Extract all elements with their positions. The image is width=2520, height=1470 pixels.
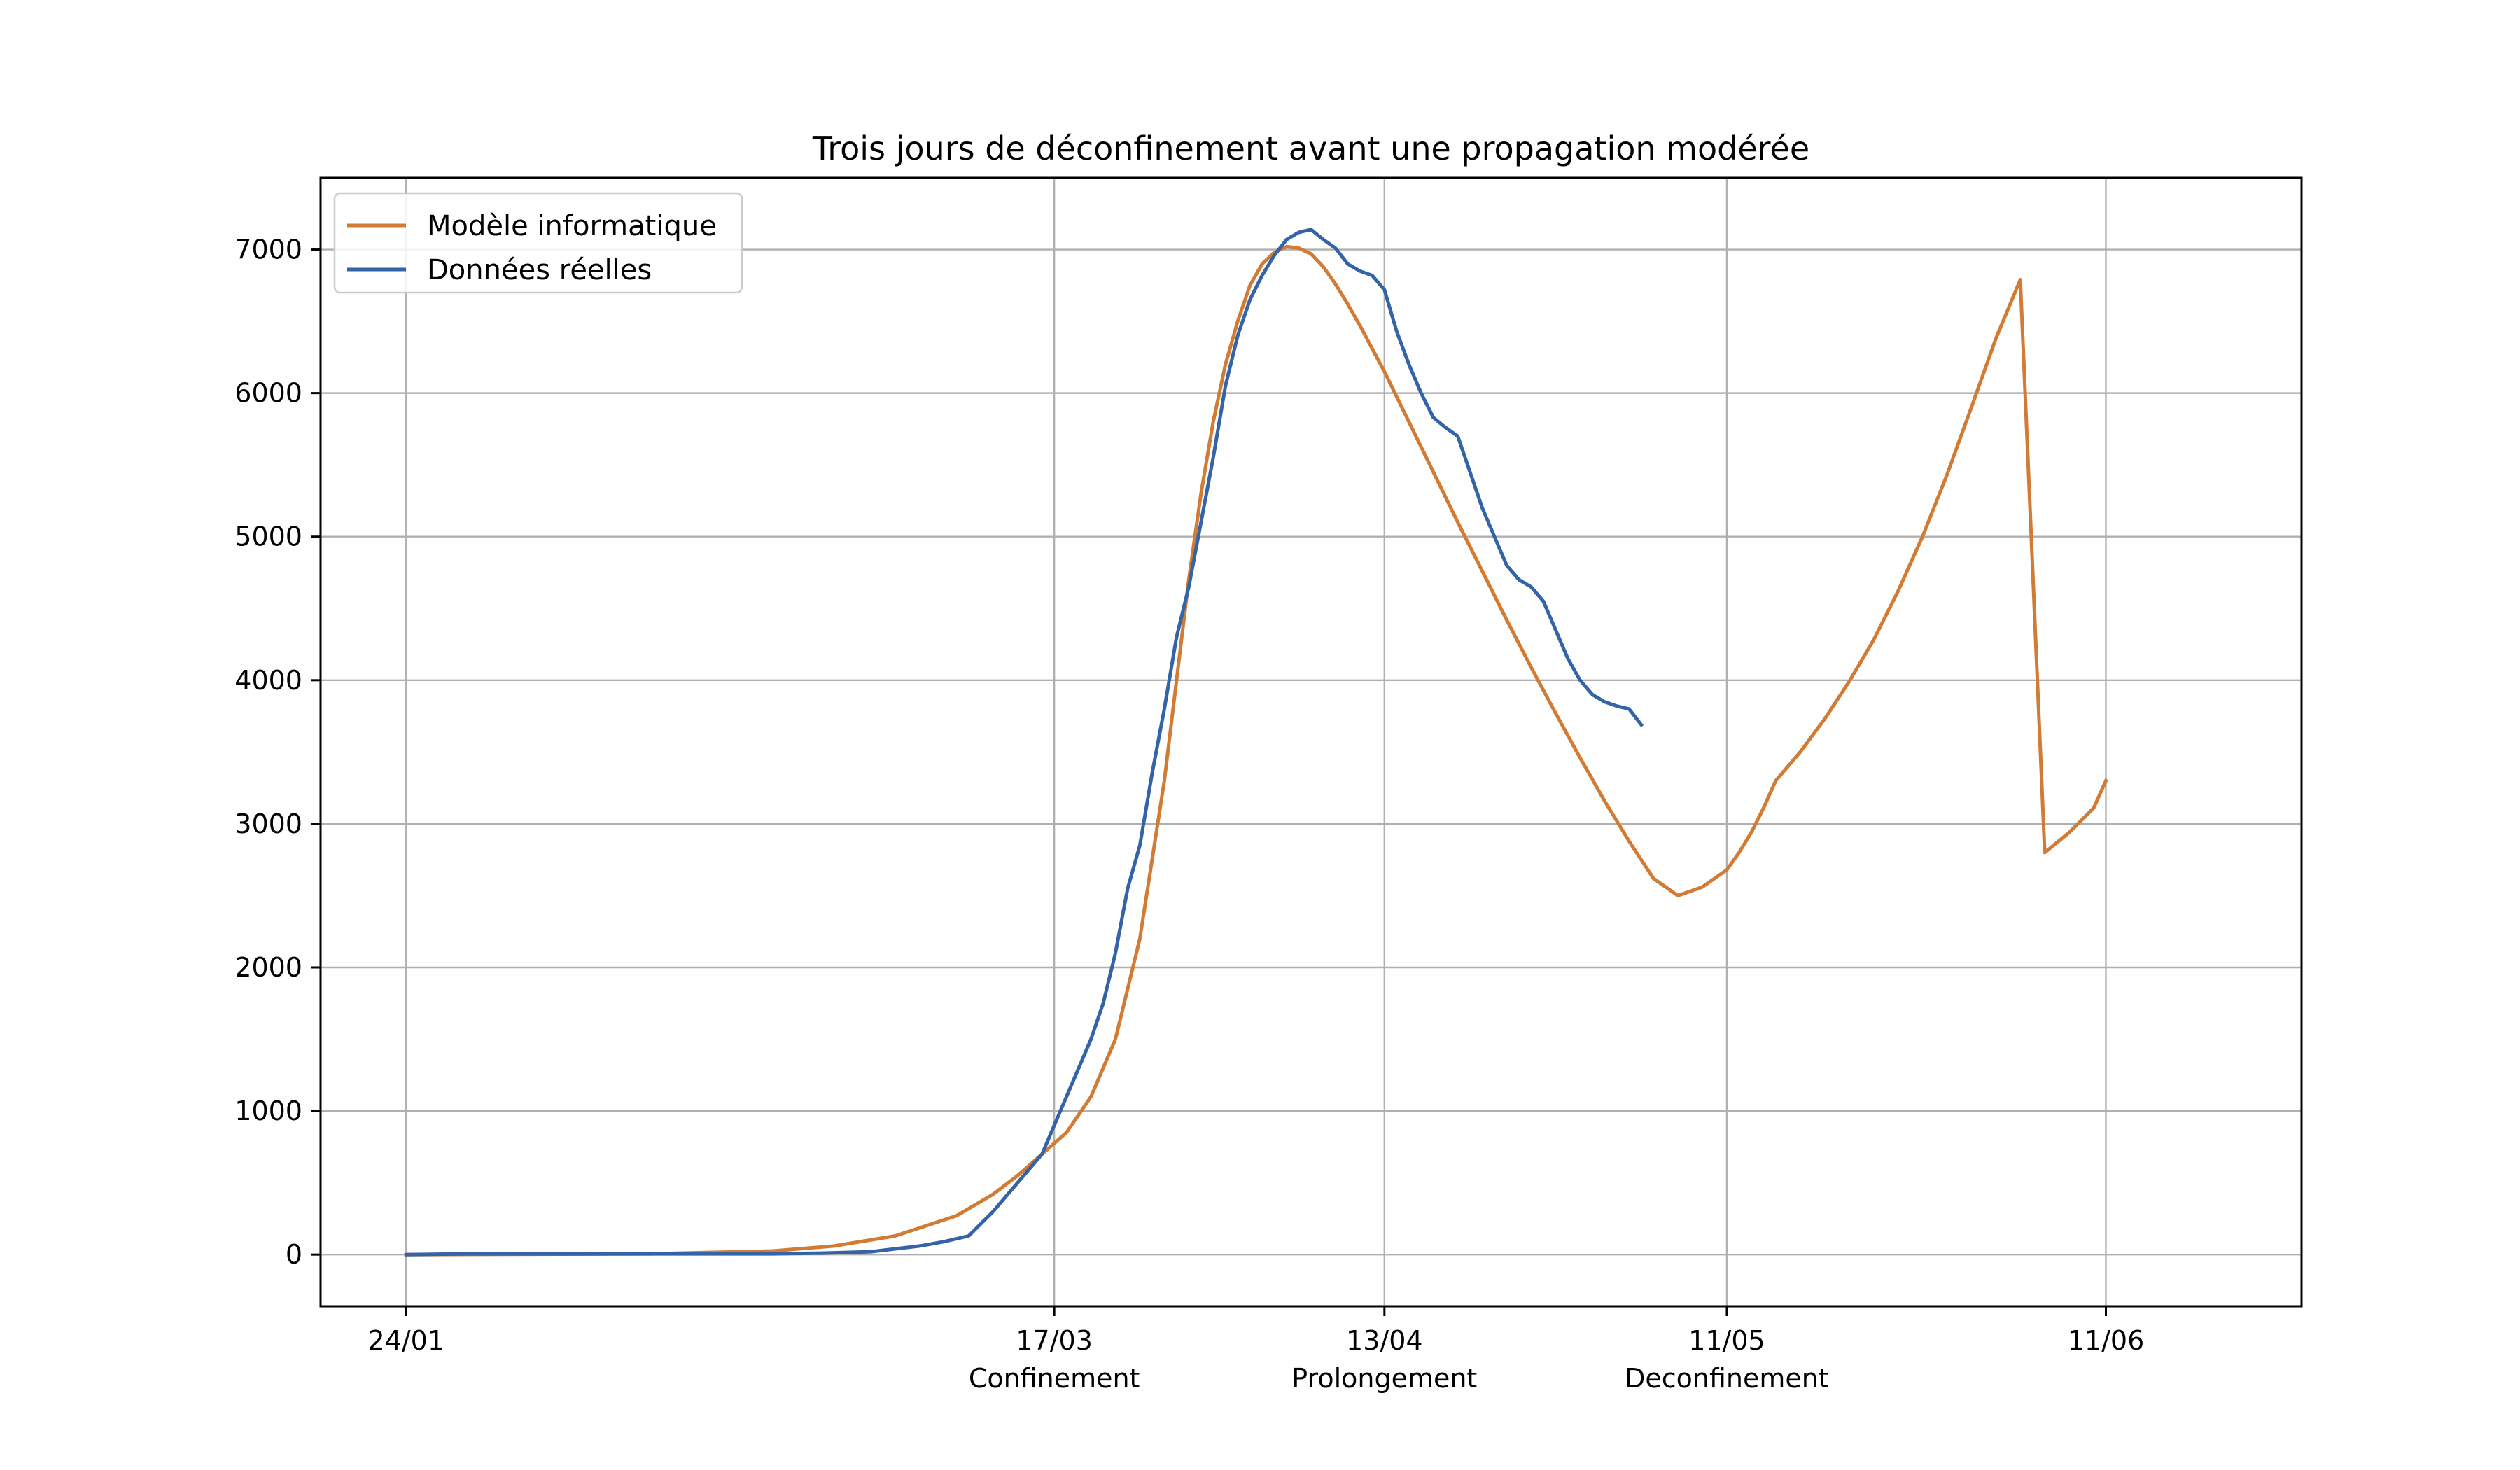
x-tick-label: 13/04: [1346, 1325, 1423, 1356]
series-layer: [404, 227, 2108, 1256]
x-tick-label: 11/06: [2068, 1325, 2145, 1356]
plot-frame: [319, 176, 2303, 1308]
x-tick-label: 24/01: [368, 1325, 445, 1356]
x-tick-sublabel: Deconfinement: [1625, 1363, 1829, 1394]
x-tick-sublabel: Confinement: [969, 1363, 1140, 1394]
y-tick-label: 2000: [234, 952, 302, 983]
y-tick-label: 5000: [234, 522, 302, 552]
x-tick-label: 11/05: [1688, 1325, 1765, 1356]
y-tick-label: 0: [286, 1239, 302, 1270]
y-tick-label: 3000: [234, 808, 302, 839]
y-tick-label: 7000: [234, 234, 302, 265]
series-line-real-data: [404, 227, 1644, 1256]
series-line-model: [404, 244, 2108, 1256]
x-tick-label: 17/03: [1016, 1325, 1093, 1356]
legend: Modèle informatique Données réelles: [333, 192, 743, 294]
axes: 0 1000 2000 3000 4000 5000 6000 7000 24/01 17/03 C…: [234, 234, 2144, 1394]
legend-label: Données réelles: [427, 254, 652, 286]
y-tick-label: 1000: [234, 1096, 302, 1126]
y-tick-label: 4000: [234, 665, 302, 696]
legend-box: [333, 192, 743, 294]
chart-title: Trois jours de déconfinement avant une p…: [812, 130, 1809, 167]
y-tick-label: 6000: [234, 378, 302, 409]
x-tick-sublabel: Prolongement: [1292, 1363, 1477, 1394]
legend-label: Modèle informatique: [427, 210, 717, 242]
